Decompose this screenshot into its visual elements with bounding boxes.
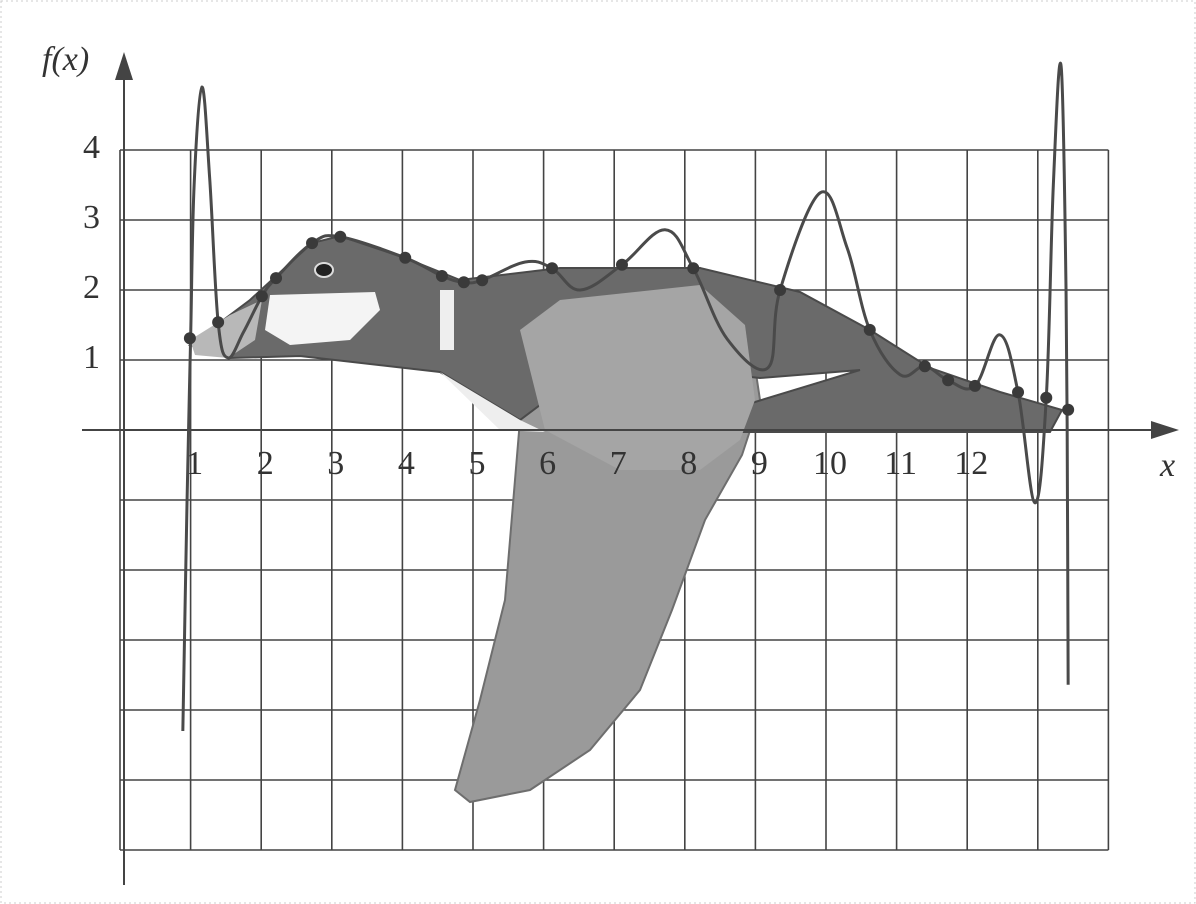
y-tick-label: 3: [83, 199, 100, 236]
data-point: [687, 262, 699, 274]
x-axis-arrow: [1151, 421, 1179, 439]
data-point: [1012, 386, 1024, 398]
y-axis-arrow: [115, 52, 133, 80]
data-point: [399, 252, 411, 264]
x-tick-label: 10: [813, 445, 847, 482]
data-point: [774, 284, 786, 296]
x-axis-label: x: [1159, 447, 1175, 484]
data-point: [919, 360, 931, 372]
data-point: [306, 237, 318, 249]
figure: 1234567891011121234 f(x) x: [0, 0, 1196, 904]
data-point: [184, 332, 196, 344]
y-tick-label: 2: [83, 269, 100, 306]
data-point: [212, 316, 224, 328]
x-tick-label: 6: [539, 445, 556, 482]
x-tick-label: 7: [610, 445, 627, 482]
data-point: [864, 324, 876, 336]
data-point: [1040, 392, 1052, 404]
goose-illustration: [190, 236, 1062, 802]
y-tick-label: 1: [83, 339, 100, 376]
goose-neck-ring: [440, 290, 454, 350]
chart: 1234567891011121234 f(x) x: [0, 0, 1196, 904]
x-tick-label: 12: [954, 445, 988, 482]
data-point: [616, 259, 628, 271]
data-point: [476, 274, 488, 286]
data-point: [969, 380, 981, 392]
data-point: [256, 290, 268, 302]
x-tick-label: 8: [680, 445, 697, 482]
data-point: [436, 270, 448, 282]
data-point: [270, 272, 282, 284]
data-point: [1062, 404, 1074, 416]
data-point: [942, 374, 954, 386]
data-point: [458, 276, 470, 288]
x-tick-label: 2: [257, 445, 274, 482]
goose-eye: [315, 263, 333, 277]
x-tick-label: 5: [469, 445, 486, 482]
y-axis-label: f(x): [42, 41, 89, 78]
x-tick-label: 3: [327, 445, 344, 482]
x-tick-label: 9: [751, 445, 768, 482]
y-tick-label: 4: [83, 129, 100, 166]
data-point: [334, 231, 346, 243]
x-tick-label: 11: [884, 445, 917, 482]
data-point: [546, 262, 558, 274]
x-tick-label: 4: [398, 445, 415, 482]
